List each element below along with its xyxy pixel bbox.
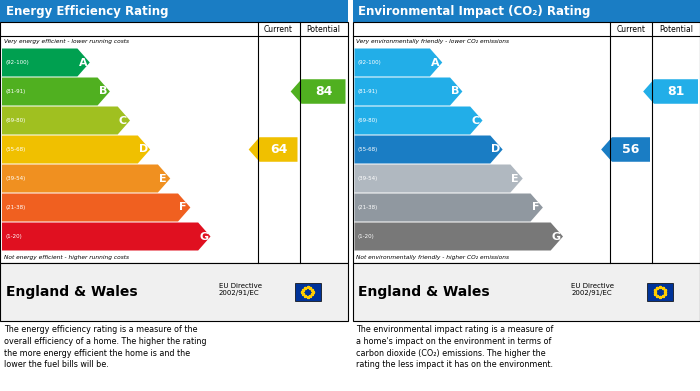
Text: E: E [159,174,167,183]
Text: D: D [491,145,500,154]
Polygon shape [354,165,523,192]
Text: Environmental Impact (CO₂) Rating: Environmental Impact (CO₂) Rating [358,5,591,18]
Text: 81: 81 [667,85,685,98]
Bar [0,263,347,321]
Polygon shape [2,48,90,77]
Polygon shape [354,48,442,77]
Text: Very environmentally friendly - lower CO₂ emissions: Very environmentally friendly - lower CO… [356,39,510,45]
Text: The energy efficiency rating is a measure of the
overall efficiency of a home. T: The energy efficiency rating is a measur… [4,325,206,369]
Text: The environmental impact rating is a measure of
a home's impact on the environme: The environmental impact rating is a mea… [356,325,554,369]
Text: D: D [139,145,148,154]
Text: F: F [531,203,539,212]
Text: Not environmentally friendly - higher CO₂ emissions: Not environmentally friendly - higher CO… [356,255,510,260]
Text: B: B [451,86,459,97]
Polygon shape [354,222,563,251]
Text: (21-38): (21-38) [358,205,378,210]
Text: Potential: Potential [307,25,340,34]
Text: England & Wales: England & Wales [6,285,138,299]
Text: (92-100): (92-100) [358,60,382,65]
Bar [295,283,321,301]
Bar [353,22,700,263]
Text: G: G [199,231,209,242]
Text: (21-38): (21-38) [5,205,25,210]
Text: (39-54): (39-54) [358,176,378,181]
Polygon shape [354,77,463,106]
Text: Energy Efficiency Rating: Energy Efficiency Rating [6,5,169,18]
Text: Current: Current [264,25,293,34]
Text: 56: 56 [622,143,640,156]
Text: F: F [179,203,186,212]
Polygon shape [2,136,150,163]
Text: (81-91): (81-91) [358,89,378,94]
Polygon shape [2,106,130,135]
Text: A: A [431,57,440,68]
Text: (69-80): (69-80) [5,118,25,123]
Polygon shape [2,165,170,192]
Text: C: C [119,115,127,126]
Text: Potential: Potential [659,25,693,34]
Polygon shape [643,79,698,104]
Text: G: G [552,231,561,242]
Polygon shape [248,137,298,162]
Polygon shape [2,77,110,106]
Text: (81-91): (81-91) [5,89,25,94]
Polygon shape [354,106,482,135]
Text: EU Directive
2002/91/EC: EU Directive 2002/91/EC [219,283,262,296]
Text: (69-80): (69-80) [358,118,378,123]
Text: (39-54): (39-54) [5,176,25,181]
Text: (1-20): (1-20) [5,234,22,239]
Polygon shape [601,137,650,162]
Text: (55-68): (55-68) [358,147,378,152]
Text: B: B [99,86,107,97]
Polygon shape [2,222,211,251]
Text: EU Directive
2002/91/EC: EU Directive 2002/91/EC [571,283,615,296]
Polygon shape [354,136,503,163]
Text: Current: Current [617,25,645,34]
Text: (1-20): (1-20) [358,234,374,239]
Text: C: C [471,115,480,126]
Bar [0,22,347,263]
Polygon shape [290,79,346,104]
Text: E: E [512,174,519,183]
Text: A: A [78,57,87,68]
Bar [0,0,347,22]
Text: 84: 84 [315,85,332,98]
Text: 64: 64 [270,143,287,156]
Text: England & Wales: England & Wales [358,285,490,299]
Polygon shape [2,194,190,221]
Text: (92-100): (92-100) [5,60,29,65]
Bar [353,0,700,22]
Text: Not energy efficient - higher running costs: Not energy efficient - higher running co… [4,255,129,260]
Bar [647,283,673,301]
Text: Very energy efficient - lower running costs: Very energy efficient - lower running co… [4,39,129,45]
Polygon shape [354,194,543,221]
Bar [353,263,700,321]
Text: (55-68): (55-68) [5,147,25,152]
